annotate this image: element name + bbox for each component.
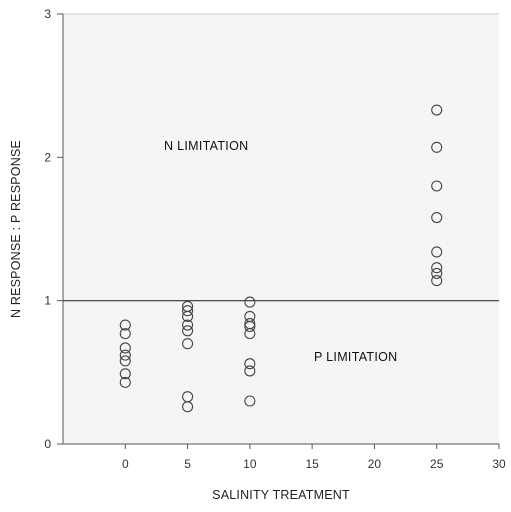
data-point [182,319,194,331]
data-point [431,246,443,258]
x-tick-label: 20 [368,457,382,471]
data-point [119,342,131,354]
data-point [244,320,256,333]
x-tick-label: 10 [243,457,257,471]
y-axis-title: N RESPONSE : P RESPONSE [9,140,23,318]
x-tick-label: 0 [122,457,129,471]
data-point [119,376,131,388]
y-tick-label: 3 [44,7,51,21]
data-point [119,319,131,331]
data-point [431,267,443,279]
data-point [431,262,443,274]
data-point [431,141,443,153]
n-limitation-label: N LIMITATION [164,139,248,153]
data-point [119,368,131,380]
y-tick-label: 2 [44,150,51,164]
x-axis-ticks: 0 5 10 15 20 25 30 [122,444,506,471]
x-tick-label: 15 [305,457,319,471]
data-point [431,180,443,192]
data-point [182,401,194,413]
data-points [119,104,443,413]
data-point [244,296,256,308]
data-point [431,104,443,116]
data-point [244,328,256,340]
data-point [119,349,131,361]
x-axis-title: SALINITY TREATMENT [212,488,350,502]
data-point [182,305,194,317]
data-point [244,365,256,377]
data-point [431,211,443,224]
data-point [119,355,131,367]
y-tick-label: 1 [44,294,51,308]
data-point [182,325,194,337]
data-point [119,328,131,340]
x-tick-label: 25 [430,457,444,471]
y-axis-ticks: 0 1 2 3 [44,7,63,451]
x-tick-label: 5 [184,457,191,471]
data-point [244,358,256,370]
data-point [182,338,194,350]
x-tick-label: 30 [492,457,506,471]
p-limitation-label: P LIMITATION [314,350,397,364]
plot-area [63,14,499,444]
data-point [182,310,194,322]
data-point [244,395,256,407]
axes [62,13,499,445]
data-point [431,275,443,287]
y-tick-label: 0 [44,437,51,451]
region-annotations: N LIMITATION P LIMITATION [164,139,397,364]
